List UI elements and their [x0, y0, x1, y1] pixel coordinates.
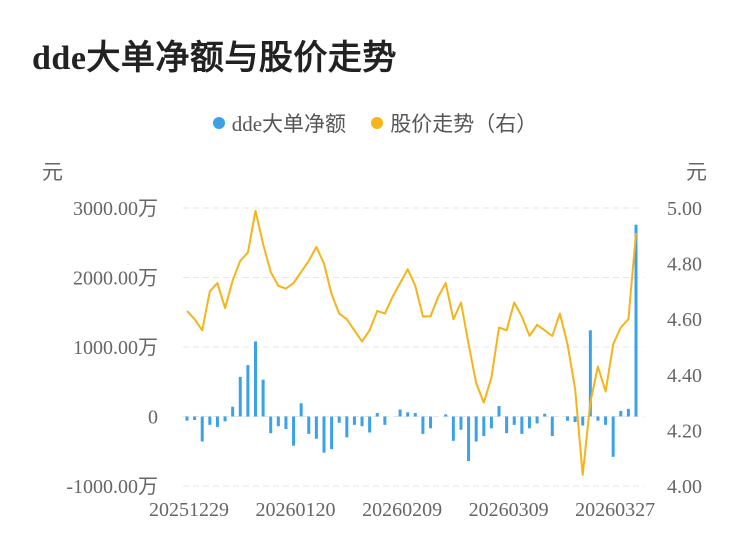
left-axis-unit: 元: [42, 160, 63, 184]
dde-bar: [375, 413, 379, 417]
dde-bar: [307, 416, 311, 434]
dde-bar: [193, 416, 197, 420]
dde-bar: [444, 414, 448, 417]
dde-bar: [604, 416, 608, 425]
dde-bar: [345, 416, 349, 438]
right-tick-label: 4.20: [667, 420, 702, 442]
dde-bar: [337, 416, 341, 423]
left-tick-label: 0: [148, 407, 158, 429]
right-tick-label: 4.80: [667, 254, 702, 276]
dde-bar: [223, 416, 227, 422]
dde-bar: [581, 416, 585, 426]
dde-bar: [269, 416, 273, 434]
dde-bar: [276, 416, 280, 427]
right-tick-label: 4.00: [667, 476, 702, 498]
dde-bar: [383, 416, 387, 425]
dde-bar: [573, 416, 577, 423]
dde-bar: [626, 408, 630, 417]
dde-bar: [512, 416, 516, 425]
dde-bar: [200, 416, 204, 442]
dde-bar: [284, 416, 288, 430]
dde-bar: [238, 376, 242, 417]
dde-bar: [398, 409, 402, 417]
legend: dde大单净额 股价走势（右）: [0, 108, 750, 138]
dde-bar: [314, 416, 318, 439]
x-tick-label: 20260309: [469, 499, 549, 521]
dde-bar: [208, 416, 212, 425]
dde-bar: [550, 416, 554, 436]
legend-marker-price: [371, 117, 384, 129]
dde-bar: [451, 416, 455, 441]
left-tick-label: -1000.00万: [66, 476, 158, 498]
dde-bar: [459, 416, 463, 430]
dde-bar: [535, 416, 539, 424]
dde-bar: [596, 416, 600, 421]
right-tick-label: 5.00: [667, 198, 702, 220]
x-tick-label: 20251229: [149, 499, 229, 521]
dde-bar: [368, 416, 372, 433]
dde-bar: [352, 416, 356, 425]
dde-bar: [322, 416, 326, 453]
dde-bar: [611, 416, 615, 457]
dde-bar: [360, 416, 364, 427]
dde-bar: [406, 412, 410, 417]
dde-bar: [543, 413, 547, 417]
chart-title: dde大单净额与股价走势: [32, 40, 397, 77]
dde-bar: [429, 416, 433, 429]
dde-bar: [253, 341, 257, 417]
legend-item-price[interactable]: 股价走势（右）: [371, 108, 537, 138]
x-tick-label: 20260209: [362, 499, 442, 521]
dde-bar: [421, 416, 425, 434]
dde-bar: [505, 416, 509, 434]
x-tick-label: 20260327: [575, 499, 655, 521]
legend-label-price: 股价走势（右）: [390, 112, 538, 136]
dde-bar: [231, 406, 235, 417]
right-axis-unit: 元: [686, 160, 707, 184]
left-tick-label: 2000.00万: [73, 268, 158, 290]
dde-bar: [520, 416, 524, 434]
dde-bar: [261, 379, 265, 417]
right-tick-label: 4.60: [667, 309, 702, 331]
dde-bar: [185, 416, 189, 421]
dde-bar: [527, 416, 531, 429]
dde-bar: [292, 416, 296, 446]
dde-bar: [566, 416, 570, 421]
dde-bar: [489, 416, 493, 429]
dde-bar: [215, 416, 219, 427]
dde-bar: [474, 416, 478, 442]
dde-bar: [413, 413, 417, 417]
dde-bar: [634, 224, 638, 417]
left-tick-label: 1000.00万: [73, 337, 158, 359]
legend-label-dde: dde大单净额: [231, 112, 347, 136]
price-line: [186, 209, 637, 476]
dde-bar: [246, 365, 250, 417]
dde-bar: [588, 330, 592, 417]
legend-marker-dde: [212, 117, 225, 129]
dde-bar: [482, 416, 486, 436]
x-tick-label: 20260120: [256, 499, 336, 521]
dde-bar: [299, 403, 303, 417]
dde-bar: [497, 406, 501, 417]
left-tick-label: 3000.00万: [73, 198, 158, 220]
dde-bar: [330, 416, 334, 450]
legend-item-dde[interactable]: dde大单净额: [212, 108, 347, 138]
dde-bar: [467, 416, 471, 461]
dde-bar: [619, 410, 623, 417]
right-tick-label: 4.40: [667, 365, 702, 387]
